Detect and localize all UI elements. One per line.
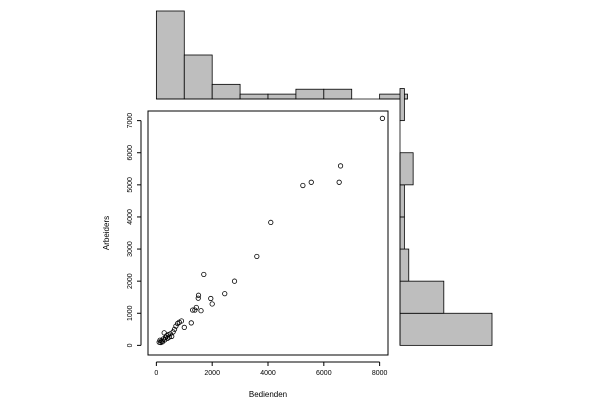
- right-histogram-bar: [399, 312, 493, 346]
- scatter-point: [192, 307, 198, 313]
- scatter-point: [166, 334, 172, 340]
- right-histogram-bar: [399, 88, 405, 122]
- scatter-point: [208, 295, 214, 302]
- x-axis-label: Bedienden: [249, 390, 287, 399]
- scatter-point: [169, 333, 175, 339]
- y-axis: 0 1000 2000 3000 4000 5000 6000 7000: [127, 113, 142, 347]
- scatter-point: [173, 323, 179, 329]
- x-tick-label: 4000: [260, 370, 276, 377]
- y-tick-label: 1000: [127, 305, 134, 321]
- scatter-point: [222, 291, 228, 297]
- scatter-point: [195, 295, 201, 301]
- scatter-point: [170, 329, 176, 335]
- scatter-point: [209, 301, 215, 307]
- top-histogram-bar: [295, 88, 325, 100]
- x-tick-label: 8000: [372, 370, 388, 377]
- top-histogram-bar: [183, 54, 213, 100]
- scatter-points: [156, 115, 386, 346]
- right-histogram-bar: [399, 248, 410, 282]
- scatter-point: [379, 115, 386, 121]
- top-histogram-bar: [267, 93, 297, 100]
- right-histogram-bar: [399, 280, 445, 314]
- scatter-point: [188, 320, 194, 326]
- scatter-point: [162, 337, 168, 343]
- scatter-point: [231, 278, 238, 284]
- x-tick-label: 6000: [316, 370, 332, 377]
- right-histogram: [399, 88, 493, 346]
- y-tick-label: 0: [127, 343, 134, 347]
- scatter-point: [308, 179, 314, 185]
- y-tick-label: 5000: [127, 177, 134, 193]
- scatter-point: [300, 182, 306, 189]
- y-tick-label: 6000: [127, 145, 134, 161]
- y-tick-label: 2000: [127, 273, 134, 289]
- x-axis: 0 2000 4000 6000 8000: [154, 361, 388, 377]
- top-histogram-bar: [155, 10, 185, 100]
- right-histogram-bar: [399, 184, 405, 218]
- scatter-point: [336, 179, 342, 185]
- scatter-point: [195, 292, 202, 298]
- scatter-point: [193, 304, 199, 311]
- scatter-point: [198, 308, 204, 314]
- top-histogram-bar: [323, 88, 353, 100]
- top-histogram: [155, 10, 408, 100]
- right-histogram-bar: [399, 216, 405, 250]
- scatter-point: [161, 330, 167, 336]
- scatter-point: [254, 253, 260, 260]
- y-axis-label: Arbeiders: [102, 216, 111, 250]
- x-tick-label: 0: [154, 370, 158, 377]
- right-histogram-bar: [399, 152, 414, 186]
- scatter-point: [268, 219, 274, 226]
- y-tick-label: 7000: [127, 113, 134, 129]
- scatter-point: [178, 318, 185, 324]
- scatter-point: [181, 324, 187, 330]
- scatter-point: [337, 163, 344, 169]
- x-tick-label: 2000: [204, 370, 220, 377]
- y-tick-label: 4000: [127, 209, 134, 225]
- y-tick-label: 3000: [127, 241, 134, 257]
- scatter-point: [190, 307, 196, 313]
- scatter-plot-frame: [147, 110, 389, 356]
- scatter-point: [171, 326, 178, 332]
- scatter-point: [201, 271, 207, 278]
- top-histogram-bar: [211, 83, 241, 100]
- top-histogram-bar: [239, 93, 269, 100]
